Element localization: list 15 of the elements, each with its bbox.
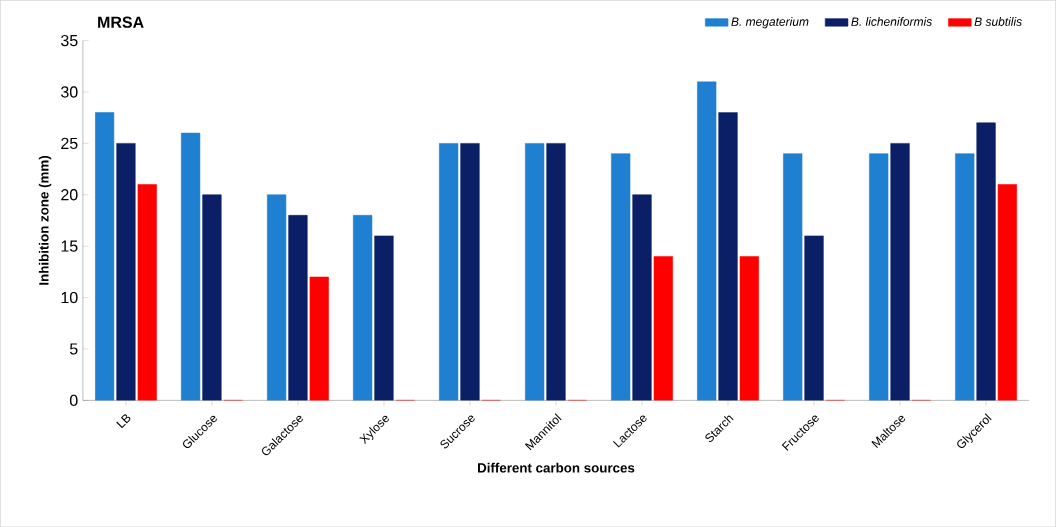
y-tick-label: 15 <box>61 240 78 252</box>
y-tick-label: 20 <box>61 189 78 201</box>
y-tick-label: 35 <box>61 34 78 47</box>
x-axis-title: Different carbon sources <box>478 462 635 473</box>
legend-label: B subtilis <box>974 16 1022 26</box>
y-tick-label: 0 <box>69 394 78 406</box>
chart-title: MRSA <box>98 16 144 28</box>
y-tick-label: 10 <box>61 291 78 304</box>
y-tick-label: 5 <box>69 343 78 355</box>
x-tick-label: LB <box>116 414 131 429</box>
legend-label: B. licheniformis <box>851 16 932 26</box>
y-axis-title: Inhibition zone (mm) <box>38 155 52 285</box>
y-tick-label: 30 <box>61 86 78 98</box>
y-tick-label: 25 <box>61 137 78 149</box>
legend-label: B. megaterium <box>731 16 809 29</box>
